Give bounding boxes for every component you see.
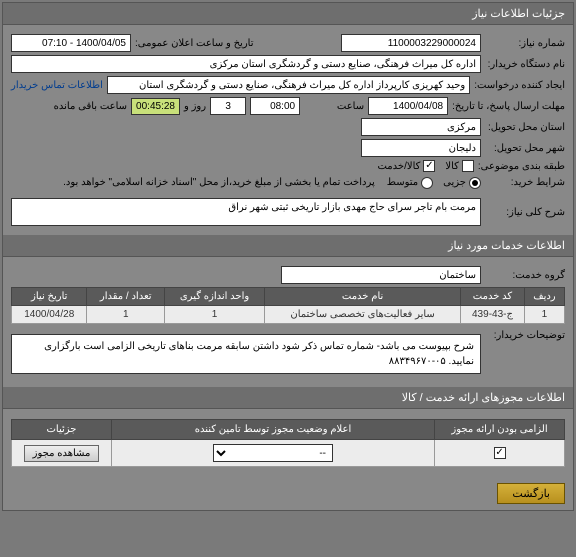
back-button[interactable]: بازگشت [497, 483, 565, 504]
countdown: 00:45:28 [131, 98, 180, 115]
category-group: کالا کالا/خدمت [377, 160, 473, 172]
pt-medium-label: متوسط [387, 177, 418, 188]
deadline-label: مهلت ارسال پاسخ، تا تاریخ: [452, 101, 565, 112]
category-label: طبقه بندی موضوعی: [478, 161, 565, 172]
checkbox-icon [462, 160, 474, 172]
form-body: شماره نیاز: 1100003229000024 تاریخ و ساع… [3, 25, 573, 235]
remaining-label: ساعت باقی مانده [54, 99, 127, 114]
creator: وحید کهریزی کارپرداز اداره کل میراث فرهن… [107, 76, 470, 94]
auth-header: اطلاعات مجوزهای ارائه خدمت / کالا [3, 387, 573, 409]
buyer-explain-label: توضیحات خریدار: [485, 330, 565, 341]
delivery-province: مرکزی [361, 118, 481, 136]
cell-date: 1400/04/28 [12, 306, 87, 324]
cat-goods-label: کالا [445, 161, 459, 172]
time-label: ساعت [304, 101, 364, 112]
day-and-label: روز و [184, 99, 206, 114]
deadline-time: 08:00 [250, 97, 300, 115]
delivery-city-label: شهر محل تحویل: [485, 143, 565, 154]
public-dt: 1400/04/05 - 07:10 [11, 34, 131, 52]
auth-col-status: اعلام وضعیت مجوز توسط تامین کننده [112, 420, 435, 440]
cat-goods-item[interactable]: کالا [445, 160, 474, 172]
public-dt-label: تاریخ و ساعت اعلان عمومی: [135, 38, 254, 49]
radio-checked-icon [469, 177, 481, 189]
need-details-panel: جزئیات اطلاعات نیاز شماره نیاز: 11000032… [2, 2, 574, 511]
cell-qty: 1 [87, 306, 165, 324]
pt-note: پرداخت تمام یا بخشی از مبلغ خرید،از محل … [63, 175, 375, 190]
services-table: ردیف کد خدمت نام خدمت واحد اندازه گیری ت… [11, 287, 565, 324]
panel-title: جزئیات اطلاعات نیاز [3, 3, 573, 25]
table-row: 1 ج-43-439 سایر فعالیت‌های تخصصی ساختمان… [12, 306, 565, 324]
deadline-date: 1400/04/08 [368, 97, 448, 115]
auth-status-select[interactable]: -- [213, 444, 333, 462]
col-name: نام خدمت [265, 288, 461, 306]
buyer-contact-link[interactable]: اطلاعات تماس خریدار [11, 80, 103, 91]
buyer-explain: شرح بپیوست می باشد- شماره تماس ذکر شود د… [11, 334, 481, 374]
need-number: 1100003229000024 [341, 34, 481, 52]
col-unit: واحد اندازه گیری [164, 288, 264, 306]
buyer-name-label: نام دستگاه خریدار: [485, 59, 565, 70]
service-group: ساختمان [281, 266, 481, 284]
auth-required-cell [435, 440, 565, 467]
cell-unit: 1 [164, 306, 264, 324]
col-row: ردیف [524, 288, 564, 306]
service-group-label: گروه خدمت: [485, 270, 565, 281]
auth-details-cell: مشاهده مجوز [12, 440, 112, 467]
cell-code: ج-43-439 [461, 306, 525, 324]
creator-label: ایجاد کننده درخواست: [474, 80, 565, 91]
auth-col-required: الزامی بودن ارائه مجوز [435, 420, 565, 440]
days-remaining: 3 [210, 97, 246, 115]
col-date: تاریخ نیاز [12, 288, 87, 306]
buyer-name: اداره کل میراث فرهنگی، صنایع دستی و گردش… [11, 55, 481, 73]
col-code: کد خدمت [461, 288, 525, 306]
auth-col-details: جزئیات [12, 420, 112, 440]
desc: مرمت بام تاجر سرای حاج مهدی بازار تاریخی… [11, 198, 481, 226]
auth-table: الزامی بودن ارائه مجوز اعلام وضعیت مجوز … [11, 419, 565, 467]
pt-medium-item[interactable]: متوسط [387, 177, 433, 189]
pt-small-label: جزیی [443, 177, 466, 188]
view-auth-button[interactable]: مشاهده مجوز [24, 445, 100, 462]
checkbox-checked-icon [423, 160, 435, 172]
table-header-row: ردیف کد خدمت نام خدمت واحد اندازه گیری ت… [12, 288, 565, 306]
desc-label: شرح کلی نیاز: [485, 207, 565, 218]
auth-required-checkbox[interactable] [494, 447, 506, 459]
need-number-label: شماره نیاز: [485, 38, 565, 49]
cat-service-label: کالا/خدمت [377, 161, 420, 172]
footer: بازگشت [3, 477, 573, 510]
purchase-type-group: جزیی متوسط [387, 177, 481, 189]
radio-icon [421, 177, 433, 189]
purchase-type-label: شرایط خرید: [485, 177, 565, 188]
cat-service-item[interactable]: کالا/خدمت [377, 160, 435, 172]
auth-row: -- مشاهده مجوز [12, 440, 565, 467]
auth-status-cell: -- [112, 440, 435, 467]
delivery-city: دلیجان [361, 139, 481, 157]
pt-small-item[interactable]: جزیی [443, 177, 481, 189]
services-header: اطلاعات خدمات مورد نیاز [3, 235, 573, 257]
cell-row: 1 [524, 306, 564, 324]
delivery-province-label: استان محل تحویل: [485, 122, 565, 133]
cell-name: سایر فعالیت‌های تخصصی ساختمان [265, 306, 461, 324]
col-qty: تعداد / مقدار [87, 288, 165, 306]
